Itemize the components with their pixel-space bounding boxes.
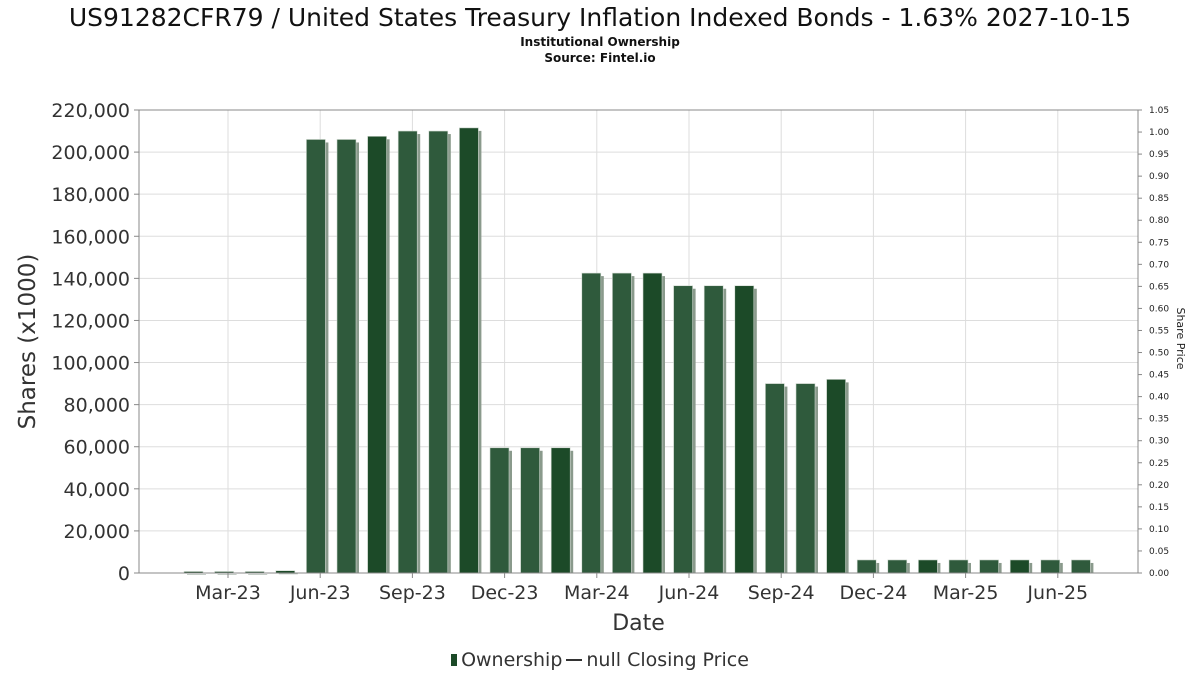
- ownership-bar: [948, 559, 969, 574]
- y-tick-label: 140,000: [51, 268, 130, 290]
- plot-frame: [138, 109, 1139, 574]
- y2-tick-label: 1.05: [1149, 106, 1169, 116]
- x-tick-label: Sep-23: [379, 582, 446, 604]
- y-tick-label: 160,000: [51, 226, 130, 248]
- chart-subtitle: Institutional Ownership: [520, 35, 680, 49]
- ownership-bar: [306, 139, 326, 574]
- y2-tick-label: 0.75: [1149, 238, 1169, 248]
- x-tick-label: Mar-23: [195, 582, 261, 604]
- y-tick-label: 80,000: [64, 395, 130, 417]
- chart-title: US91282CFR79 / United States Treasury In…: [68, 3, 1132, 32]
- legend-price-line: [566, 658, 583, 661]
- ownership-bar: [550, 447, 571, 574]
- bar-shadow: [187, 574, 206, 575]
- bars-group: [183, 127, 1094, 575]
- bar-shadow: [217, 574, 237, 575]
- ownership-bar: [979, 559, 999, 574]
- y-tick-label: 60,000: [64, 437, 130, 459]
- y2-tick-label: 0.30: [1149, 437, 1169, 447]
- y-tick-label: 200,000: [51, 142, 130, 164]
- y2-tick-label: 1.00: [1149, 128, 1169, 138]
- ownership-bar: [367, 136, 387, 574]
- ownership-bar: [1071, 559, 1091, 574]
- legend-ownership-swatch: [451, 653, 458, 666]
- y-axis-label: Shares (x1000): [15, 254, 41, 430]
- y2-tick-label: 0.70: [1149, 260, 1169, 270]
- y2-tick-label: 0.10: [1149, 525, 1169, 535]
- y2-axis-label: Share Price: [1174, 307, 1187, 369]
- x-tick-label: Mar-24: [564, 582, 630, 604]
- y2-tick-label: 0.45: [1149, 371, 1169, 381]
- ownership-bar: [887, 559, 908, 574]
- y2-axis-ticks: 0.00 0.05 0.10 0.15 0.20 0.25 0.30 0.35 0.40 0.45…: [1138, 106, 1169, 579]
- y2-tick-label: 0.80: [1149, 216, 1169, 226]
- ownership-bar: [612, 272, 632, 574]
- y2-tick-label: 0.60: [1149, 304, 1169, 314]
- legend-ownership-label: Ownership: [461, 648, 563, 671]
- ownership-bar: [581, 272, 602, 574]
- ownership-bar: [642, 272, 663, 574]
- ownership-bar: [703, 285, 724, 574]
- y2-tick-label: 0.05: [1149, 547, 1169, 557]
- ownership-bar: [489, 447, 510, 574]
- ownership-bar: [826, 379, 846, 574]
- ownership-bar: [520, 447, 540, 574]
- ownership-bar: [459, 127, 479, 574]
- ownership-bar: [856, 559, 877, 574]
- ownership-bar: [336, 139, 357, 574]
- y2-tick-label: 0.40: [1149, 393, 1169, 403]
- y2-tick-label: 0.25: [1149, 459, 1169, 469]
- x-tick-label: Mar-25: [933, 582, 999, 604]
- y2-tick-label: 0.00: [1149, 569, 1169, 579]
- y-tick-label: 40,000: [64, 479, 130, 501]
- y-axis-ticks: 0 20,000 40,000 60,000 80,000 100,000 120,000 1…: [51, 100, 139, 585]
- x-tick-label: Jun-24: [658, 582, 720, 604]
- ownership-bar: [673, 285, 693, 574]
- y-tick-label: 100,000: [51, 353, 130, 375]
- chart-source: Source: Fintel.io: [544, 51, 656, 65]
- ownership-bar: [765, 383, 785, 574]
- y2-tick-label: 0.20: [1149, 481, 1169, 491]
- y-tick-label: 0: [118, 563, 130, 585]
- x-axis-label: Date: [612, 611, 665, 636]
- x-tick-label: Dec-23: [471, 582, 539, 604]
- y-tick-label: 120,000: [51, 310, 130, 332]
- ownership-bar: [397, 130, 418, 574]
- ownership-bar: [1009, 559, 1030, 574]
- y2-tick-label: 0.50: [1149, 349, 1169, 359]
- y2-tick-label: 0.95: [1149, 150, 1169, 160]
- chart-header: US91282CFR79 / United States Treasury In…: [0, 0, 1200, 66]
- ownership-bar: [918, 559, 938, 574]
- x-tick-label: Jun-25: [1026, 582, 1088, 604]
- bar-shadow: [248, 574, 268, 575]
- bar-shadow: [278, 573, 298, 575]
- ownership-bar: [795, 383, 816, 574]
- ownership-bar: [1040, 559, 1061, 574]
- legend-price-label: null Closing Price: [586, 648, 749, 671]
- legend: Ownership null Closing Price: [0, 648, 1200, 671]
- y-tick-label: 220,000: [51, 100, 130, 122]
- ownership-bar: [734, 285, 755, 574]
- y2-tick-label: 0.15: [1149, 503, 1169, 513]
- y2-tick-label: 0.55: [1149, 326, 1169, 336]
- x-tick-label: Sep-24: [748, 582, 815, 604]
- grid-lines: [139, 109, 1138, 574]
- y2-tick-label: 0.35: [1149, 415, 1169, 425]
- y-tick-label: 20,000: [64, 521, 130, 543]
- x-tick-label: Jun-23: [289, 582, 351, 604]
- x-tick-label: Dec-24: [839, 582, 907, 604]
- y2-tick-label: 0.85: [1149, 194, 1169, 204]
- ownership-bar: [428, 130, 449, 574]
- y2-tick-label: 0.65: [1149, 282, 1169, 292]
- y-tick-label: 180,000: [51, 184, 130, 206]
- x-axis-ticks: Mar-23 Jun-23 Sep-23 Dec-23 Mar-24 Jun-24 Sep-…: [195, 573, 1088, 604]
- y2-tick-label: 0.90: [1149, 172, 1169, 182]
